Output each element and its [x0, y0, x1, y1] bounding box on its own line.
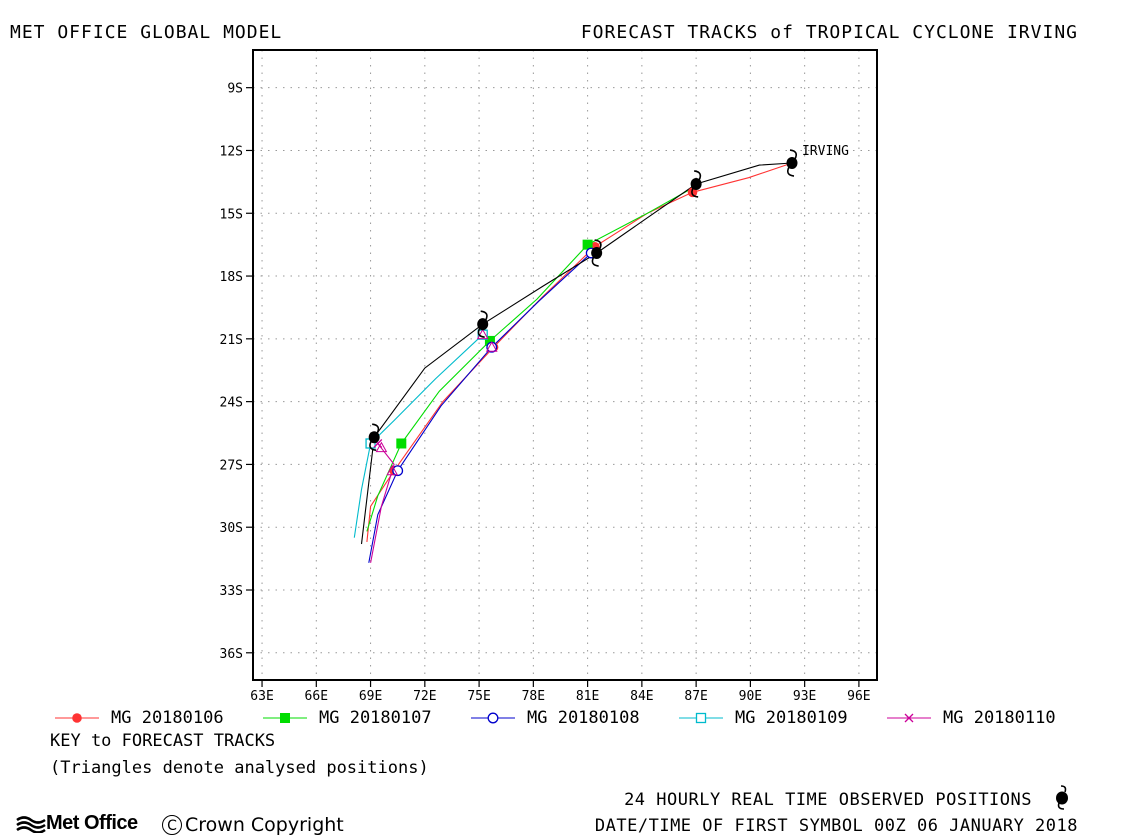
x-tick-label: 72E	[413, 689, 436, 704]
cyclone-arm-top	[594, 239, 602, 250]
observed-cyclone-symbol	[591, 239, 603, 267]
tracks	[353, 162, 793, 563]
x-tick-label: 66E	[305, 689, 328, 704]
legend-marker	[72, 713, 82, 723]
observed-cyclone-symbol	[368, 423, 380, 452]
met-office-logo-text: Met Office	[46, 812, 138, 834]
legend-item: MG 20180109	[679, 708, 848, 728]
observed-positions-text: 24 HOURLY REAL TIME OBSERVED POSITIONS	[624, 790, 1032, 810]
legend-marker	[695, 712, 707, 724]
x-tick-label: 87E	[684, 689, 707, 704]
cyclone-arm-bottom	[477, 327, 485, 338]
track-marker-2	[582, 239, 593, 250]
cyclone-arm-bottom	[691, 187, 699, 198]
x-tick-label: 90E	[739, 689, 762, 704]
y-tick-label: 33S	[220, 584, 243, 599]
cyclone-arm-bottom	[369, 440, 377, 452]
met-office-waves-icon	[16, 815, 46, 833]
cyclone-icon	[1056, 785, 1068, 810]
x-tick-label: 93E	[793, 689, 816, 704]
y-tick-label: 12S	[220, 144, 243, 159]
x-tick-label: 84E	[630, 689, 653, 704]
markers	[365, 149, 798, 477]
legend-label: MG 20180106	[111, 708, 224, 728]
cyclone-eye	[786, 157, 798, 170]
x-tick-label: 81E	[576, 689, 599, 704]
x-tick-label: 78E	[522, 689, 545, 704]
y-tick-label: 21S	[220, 333, 243, 348]
model-title: MET OFFICE GLOBAL MODEL	[10, 22, 283, 43]
track-marker-2	[396, 438, 407, 449]
y-tick-label: 24S	[220, 396, 243, 411]
analysed-triangle	[375, 441, 388, 453]
legend-label: MG 20180110	[943, 708, 1056, 728]
copyright: C Crown Copyright	[162, 814, 344, 836]
cyclone-eye	[591, 247, 603, 260]
analysed-triangle	[485, 341, 498, 352]
copyright-symbol: C	[162, 815, 182, 835]
observed-track-line	[360, 162, 793, 545]
key-note: (Triangles denote analysed positions)	[50, 758, 429, 778]
forecast-track-chart: 63E 66E 69E 72E 75E 78E 81E 84E 87E 90E 93E 96E 9S 12…	[220, 49, 878, 704]
axes: 63E 66E 69E 72E 75E 78E 81E 84E 87E 90E 93E 96E 9S 12…	[220, 82, 871, 704]
legend-marker	[487, 712, 499, 724]
track-marker-3	[486, 341, 498, 353]
track-marker-3	[392, 465, 404, 477]
legend-marker	[904, 713, 914, 723]
grid	[253, 50, 877, 680]
cyclone-eye	[477, 318, 489, 331]
legend-label: MG 20180107	[319, 708, 432, 728]
y-tick-label: 9S	[227, 82, 243, 97]
observed-cyclone-symbol	[690, 170, 702, 198]
legend-swatch	[471, 712, 515, 724]
track-line-5	[370, 443, 395, 563]
cyclone-arm-top	[694, 170, 702, 181]
legend-swatch	[679, 712, 723, 724]
x-tick-label: 63E	[250, 689, 273, 704]
analysed-triangle	[476, 328, 489, 340]
track-line-1	[366, 162, 793, 542]
track-line-3	[368, 252, 592, 563]
y-tick-label: 18S	[220, 270, 243, 285]
observed-cyclone-symbol	[786, 149, 798, 177]
cyclone-arm-top	[789, 149, 797, 160]
cyclone-eye	[368, 431, 380, 444]
x-tick-label: 96E	[847, 689, 870, 704]
y-tick-label: 36S	[220, 647, 243, 662]
x-tick-label: 69E	[359, 689, 382, 704]
legend-label: MG 20180108	[527, 708, 640, 728]
cyclone-arm-top	[372, 423, 380, 434]
analysed-triangle	[386, 464, 399, 476]
legend-label: MG 20180109	[735, 708, 848, 728]
met-office-logo: Met Office	[16, 812, 138, 835]
track-line-2	[366, 185, 697, 532]
cyclone-arm-bottom	[591, 256, 599, 267]
y-tick-label: 15S	[220, 207, 243, 222]
track-marker-2	[484, 335, 495, 346]
legend-swatch	[887, 713, 931, 723]
legend-marker	[280, 713, 290, 723]
y-tick-label: 27S	[220, 458, 243, 473]
x-tick-label: 75E	[467, 689, 490, 704]
legend-item: MG 20180108	[471, 708, 640, 728]
cyclone-arm-bottom	[787, 166, 795, 177]
copyright-text: Crown Copyright	[185, 814, 344, 836]
legend: MG 20180106 MG 20180107 MG 20180108 MG 2018…	[55, 708, 1125, 728]
legend-swatch	[55, 713, 99, 723]
legend-item: MG 20180110	[887, 708, 1056, 728]
legend-swatch	[263, 713, 307, 723]
key-title: KEY to FORECAST TRACKS	[50, 731, 276, 751]
y-tick-label: 30S	[220, 521, 243, 536]
storm-label: IRVING	[802, 144, 849, 159]
observed-cyclone-symbol	[477, 310, 489, 338]
first-symbol-datetime: DATE/TIME OF FIRST SYMBOL 00Z 06 JANUARY…	[594, 816, 1078, 836]
legend-item: MG 20180107	[263, 708, 432, 728]
chart-title: FORECAST TRACKS of TROPICAL CYCLONE IRVI…	[580, 22, 1078, 43]
plot-frame	[252, 49, 878, 681]
cyclone-eye	[690, 177, 702, 190]
cyclone-arm-top	[480, 310, 488, 321]
legend-item: MG 20180106	[55, 708, 224, 728]
track-line-4	[353, 334, 484, 538]
